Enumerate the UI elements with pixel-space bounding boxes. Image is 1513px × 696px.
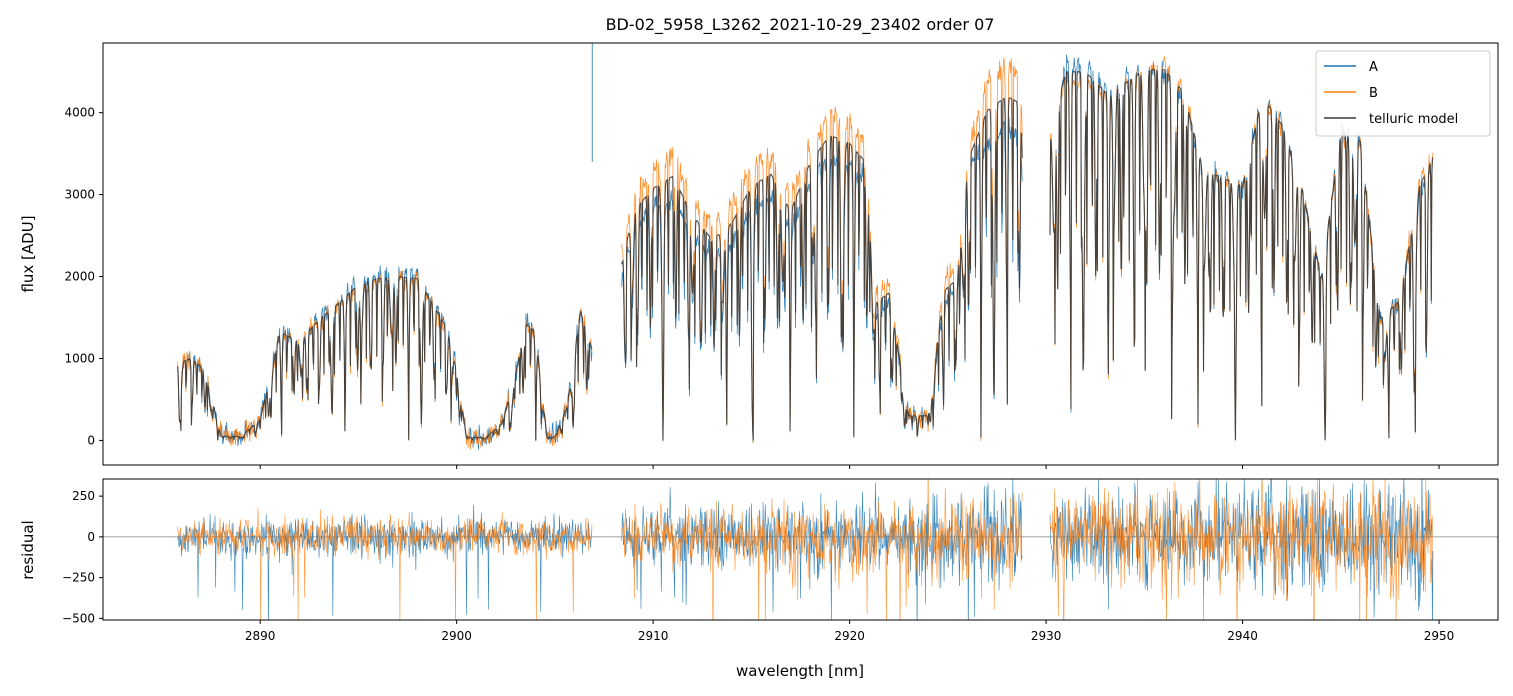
x-tick-label: 2940 — [1227, 629, 1258, 643]
flux-y-tick-label: 4000 — [64, 106, 95, 120]
residual-panel: −500 −250 0 250 2890 2900 2910 2920 2930 2940 295… — [19, 478, 1499, 680]
residual-axes-frame — [102, 478, 1499, 621]
flux-y-tick-label: 0 — [87, 433, 95, 447]
flux-panel: 0 1000 2000 3000 4000 flux [ADU] A B telluri… — [19, 42, 1499, 469]
residual-y-tick-label: −250 — [62, 571, 95, 585]
legend-label-B: B — [1369, 86, 1378, 101]
residual-B-segment-2 — [1049, 479, 1434, 620]
x-tick-label: 2920 — [834, 629, 865, 643]
x-tick-label: 2950 — [1424, 629, 1455, 643]
flux-y-tick-label: 2000 — [64, 270, 95, 284]
residual-y-ticks: −500 −250 0 250 — [62, 489, 103, 625]
residual-A-segment-2 — [1049, 479, 1434, 620]
residual-B-segment-1 — [621, 479, 1023, 620]
legend-frame — [1315, 50, 1491, 137]
x-tick-label: 2900 — [441, 629, 472, 643]
x-tick-label: 2910 — [638, 629, 669, 643]
series-telluric-model-segment-2 — [1049, 69, 1434, 441]
residual-series-group — [103, 479, 1498, 620]
residual-y-tick-label: 0 — [87, 530, 95, 544]
legend-label-A: A — [1369, 60, 1378, 75]
flux-y-tick-label: 3000 — [64, 188, 95, 202]
residual-A-segment-0 — [177, 504, 593, 620]
x-axis-label: wavelength [nm] — [736, 662, 864, 680]
plot-title: BD-02_5958_L3262_2021-10-29_23402 order … — [606, 15, 995, 35]
residual-y-tick-label: 250 — [72, 489, 95, 503]
x-tick-label: 2890 — [245, 629, 276, 643]
residual-y-tick-label: −500 — [62, 611, 95, 625]
residual-x-ticks: 2890 2900 2910 2920 2930 2940 2950 — [245, 620, 1454, 643]
series-telluric-model-segment-1 — [621, 97, 1023, 441]
flux-y-tick-label: 1000 — [64, 351, 95, 365]
legend: A B telluric model — [1315, 50, 1491, 137]
residual-A-segment-1 — [621, 479, 1023, 620]
flux-x-ticks — [259, 465, 1440, 469]
x-tick-label: 2930 — [1031, 629, 1062, 643]
flux-y-ticks: 0 1000 2000 3000 4000 — [64, 106, 103, 447]
residual-B-segment-0 — [177, 508, 593, 620]
flux-y-axis-label: flux [ADU] — [19, 215, 37, 292]
flux-axes-frame — [102, 42, 1499, 466]
flux-series-group — [177, 43, 1434, 450]
series-telluric-model-segment-0 — [177, 276, 593, 441]
legend-label-telluric-model: telluric model — [1369, 112, 1458, 127]
residual-y-axis-label: residual — [19, 520, 37, 579]
